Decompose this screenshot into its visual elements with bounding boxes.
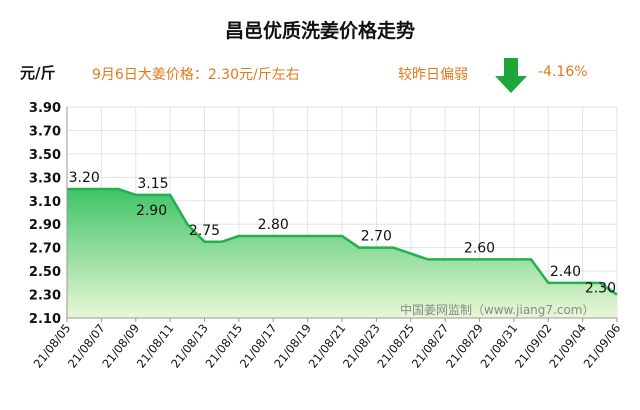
y-tick-label: 3.50 <box>29 148 61 163</box>
y-tick-label: 2.50 <box>29 265 61 280</box>
y-tick-label: 2.10 <box>29 312 61 327</box>
data-label: 3.15 <box>137 176 168 192</box>
area-fill <box>67 189 617 318</box>
y-tick-label: 3.30 <box>29 171 61 186</box>
data-label: 2.90 <box>136 203 167 219</box>
series-line <box>67 187 618 296</box>
y-tick-label: 2.70 <box>29 242 61 257</box>
watermark: 中国姜网监制（www.jiang7.com） <box>400 303 595 317</box>
price-info: 9月6日大姜价格：2.30元/斤左右 <box>92 67 300 83</box>
y-tick-label: 3.90 <box>29 101 61 116</box>
compare-label: 较昨日偏弱 <box>398 67 468 83</box>
data-label: 2.60 <box>464 240 495 256</box>
data-label: 3.20 <box>69 170 100 186</box>
data-label: 2.70 <box>361 229 392 245</box>
y-tick-label: 3.10 <box>29 195 61 210</box>
data-label: 2.80 <box>258 217 289 233</box>
y-tick-label: 3.70 <box>29 124 61 139</box>
y-tick-label: 2.90 <box>29 218 61 233</box>
data-label: 2.75 <box>189 223 220 239</box>
down-arrow-icon <box>495 58 527 93</box>
data-label: 2.30 <box>585 281 616 297</box>
data-label: 2.40 <box>550 264 581 280</box>
y-tick-label: 2.30 <box>29 289 61 304</box>
y-axis-unit: 元/斤 <box>20 64 56 82</box>
chart-title: 昌邑优质洗姜价格走势 <box>224 20 415 42</box>
compare-value: -4.16% <box>538 64 588 80</box>
